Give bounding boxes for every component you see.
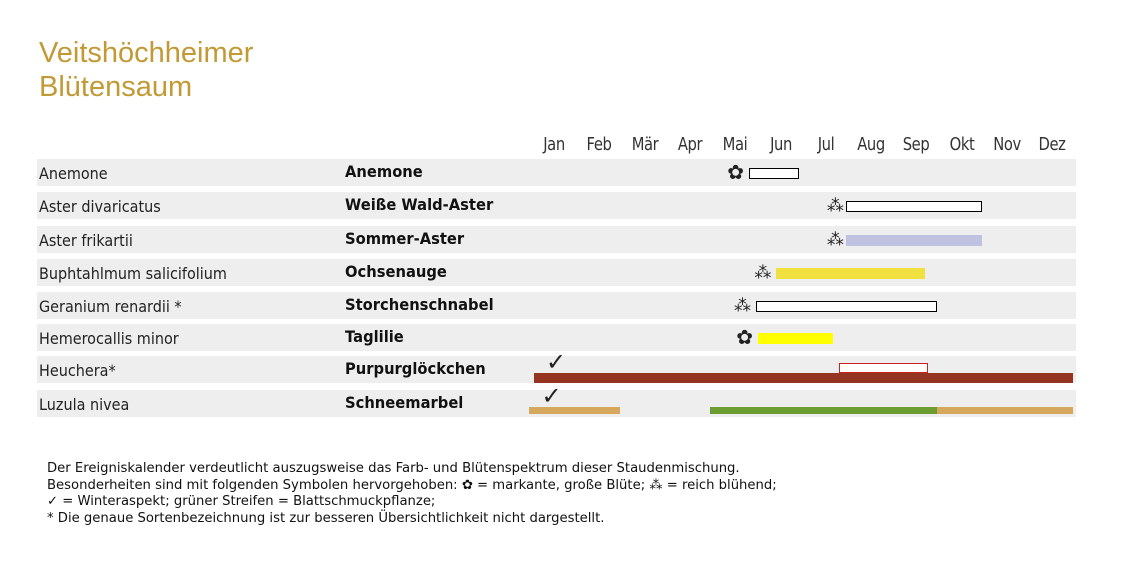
- chart-title: Veitshöchheimer Blütensaum: [39, 36, 253, 104]
- month-label-1: Feb: [586, 134, 612, 155]
- note-line-3: ✓ = Winteraspekt; grüner Streifen = Blat…: [47, 494, 436, 509]
- german-name: Sommer-Aster: [345, 229, 465, 248]
- calendar-row: Aster frikartii Sommer-Aster ⁂: [37, 226, 1076, 253]
- bloom-bar: [839, 363, 928, 373]
- title-line-2: Blütensaum: [39, 71, 193, 103]
- latin-name: Anemone: [39, 164, 108, 183]
- latin-name: Hemerocallis minor: [39, 329, 179, 348]
- bloom-bar: [846, 235, 983, 246]
- german-name: Taglilie: [345, 327, 404, 346]
- bloom-bar: [748, 168, 799, 179]
- latin-name: Aster divaricatus: [39, 197, 161, 216]
- flower-icon: ✿: [727, 160, 744, 184]
- bloom-bar: [710, 407, 937, 414]
- german-name: Anemone: [345, 162, 423, 181]
- latin-name: Geranium renardii *: [39, 297, 182, 316]
- month-label-11: Dez: [1038, 134, 1066, 155]
- calendar-row: Aster divaricatus Weiße Wald-Aster ⁂: [37, 192, 1076, 219]
- latin-name: Buphtahlmum salicifolium: [39, 264, 227, 283]
- bloom-bar: [846, 201, 983, 212]
- month-label-2: Mär: [631, 134, 658, 155]
- calendar-row: Heuchera* Purpurglöckchen ✓: [37, 350, 1076, 383]
- month-label-8: Sep: [903, 134, 930, 155]
- check-icon: ✓: [541, 382, 562, 410]
- german-name: Weiße Wald-Aster: [345, 195, 494, 214]
- month-label-7: Aug: [857, 134, 885, 155]
- month-label-6: Jul: [817, 134, 835, 155]
- month-label-3: Apr: [677, 134, 703, 155]
- bloom-bar: [936, 407, 1073, 414]
- calendar-row: Anemone Anemone ✿: [37, 159, 1076, 186]
- calendar-row: Luzula nivea Schneemarbel ✓: [37, 384, 1076, 417]
- month-axis: Jan Feb Mär Apr Mai Jun Jul Aug Sep Okt Nov Dez: [0, 134, 1123, 158]
- legend-notes: Der Ereigniskalender verdeutlicht auszug…: [47, 461, 777, 527]
- asterism-icon: ⁂: [733, 296, 751, 316]
- month-label-10: Nov: [993, 134, 1021, 155]
- latin-name: Heuchera*: [39, 361, 116, 380]
- calendar-row: Geranium renardii * Storchenschnabel ⁂: [37, 292, 1076, 319]
- month-label-9: Okt: [949, 134, 975, 155]
- calendar-row: Buphtahlmum salicifolium Ochsenauge ⁂: [37, 259, 1076, 286]
- flower-icon: ✿: [736, 325, 754, 349]
- bloom-bar: [757, 333, 833, 344]
- latin-name: Aster frikartii: [39, 231, 133, 250]
- month-label-0: Jan: [543, 134, 565, 155]
- asterism-icon: ⁂: [754, 263, 772, 283]
- bloom-bar: [529, 407, 620, 414]
- month-label-5: Jun: [769, 134, 792, 155]
- latin-name: Luzula nivea: [39, 395, 130, 414]
- bloom-bar: [775, 268, 926, 279]
- german-name: Purpurglöckchen: [345, 359, 486, 378]
- note-line-1: Der Ereigniskalender verdeutlicht auszug…: [47, 461, 740, 476]
- check-icon: ✓: [546, 348, 567, 376]
- calendar-row: Hemerocallis minor Taglilie ✿: [37, 324, 1076, 351]
- german-name: Ochsenauge: [345, 262, 447, 281]
- german-name: Storchenschnabel: [345, 295, 494, 314]
- asterism-icon: ⁂: [826, 196, 844, 216]
- month-label-4: Mai: [722, 134, 748, 155]
- bloom-bar: [533, 373, 1073, 383]
- bloom-bar: [755, 301, 937, 312]
- title-line-1: Veitshöchheimer: [39, 37, 254, 69]
- german-name: Schneemarbel: [345, 393, 464, 412]
- asterism-icon: ⁂: [826, 230, 844, 250]
- note-line-4: * Die genaue Sortenbezeichnung ist zur b…: [47, 510, 605, 526]
- note-line-2: Besonderheiten sind mit folgenden Symbol…: [47, 477, 777, 493]
